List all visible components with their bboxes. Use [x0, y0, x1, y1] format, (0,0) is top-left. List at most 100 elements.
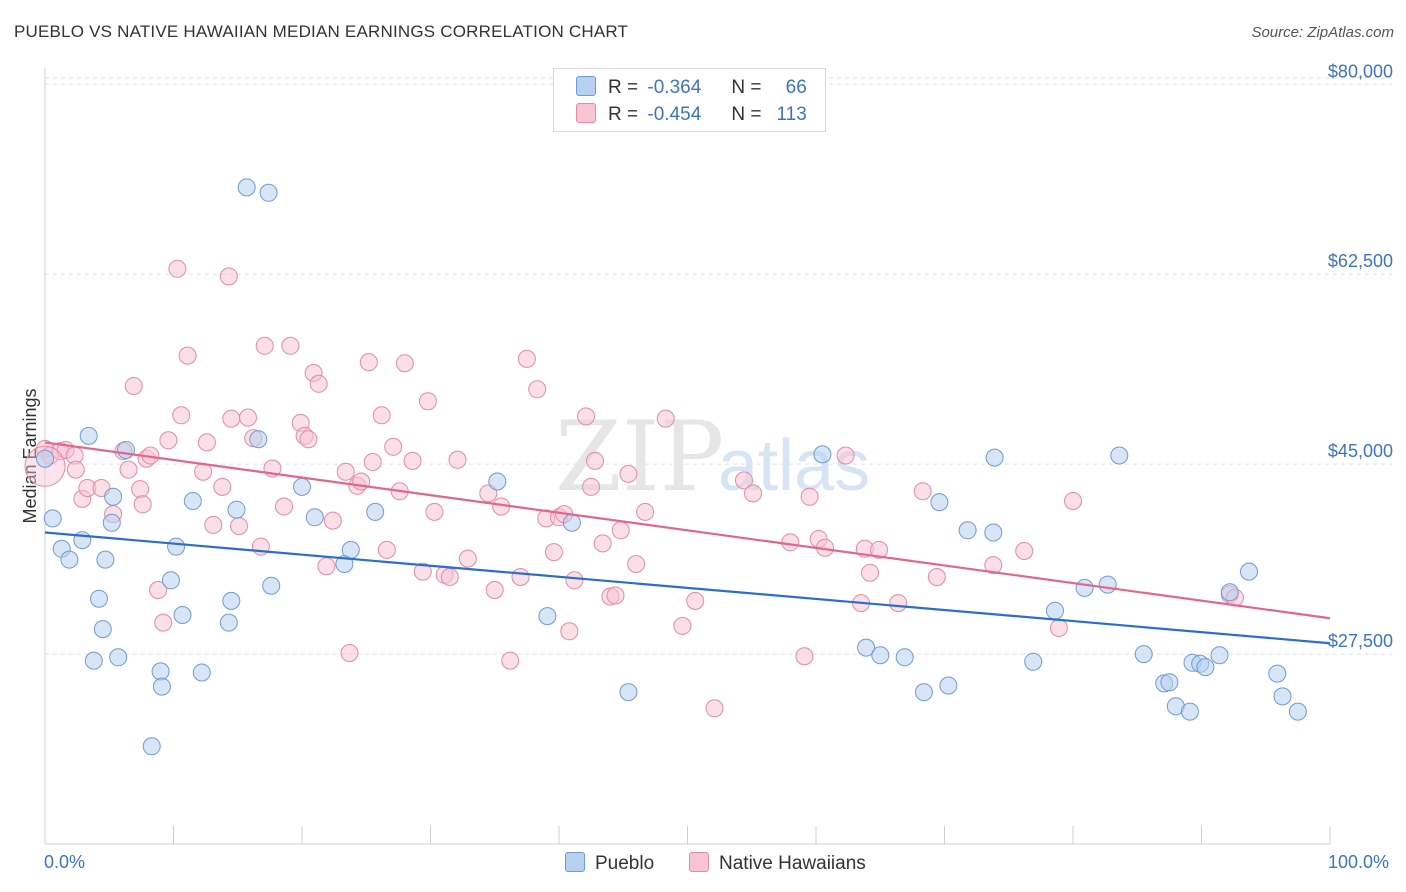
series-pueblo [36, 178, 1307, 756]
legend-n-value-hawaiian: 113 [776, 104, 807, 125]
data-point-pueblo [958, 521, 977, 540]
data-point-native-hawaiian [222, 409, 241, 428]
data-point-native-hawaiian [172, 406, 191, 425]
data-point-pueblo [305, 508, 324, 527]
data-point-pueblo [895, 648, 914, 667]
data-point-native-hawaiian [413, 562, 432, 581]
data-point-native-hawaiian [230, 517, 248, 535]
data-point-native-hawaiian [913, 482, 932, 501]
data-point-pueblo [813, 445, 832, 464]
series-native-hawaiians [24, 259, 1244, 718]
legend-row-hawaiian: R = -0.454 N = 113 [576, 103, 807, 125]
data-point-native-hawaiian [870, 540, 888, 559]
data-point-native-hawaiian [656, 409, 675, 428]
data-point-pueblo [871, 646, 890, 665]
data-point-native-hawaiian [836, 446, 855, 465]
y-tick-label: $27,500 [1328, 631, 1393, 651]
bottom-legend-swatch-pueblo [565, 852, 585, 872]
data-point-pueblo [1075, 578, 1094, 597]
data-point-native-hawaiian [586, 451, 604, 470]
data-point-pueblo [117, 441, 135, 459]
data-point-native-hawaiian [517, 349, 536, 368]
data-point-pueblo [79, 426, 98, 445]
trend-lines [44, 441, 1331, 645]
data-point-pueblo [1288, 702, 1307, 721]
trend-line-native-hawaiians [44, 441, 1331, 620]
data-point-native-hawaiian [372, 406, 391, 425]
data-point-pueblo [1180, 702, 1199, 721]
data-point-pueblo [1024, 652, 1043, 671]
data-point-pueblo [43, 509, 62, 528]
legend-swatch-pueblo [576, 76, 596, 96]
data-point-native-hawaiian [795, 647, 814, 666]
data-point-native-hawaiian [213, 477, 232, 496]
data-point-pueblo [1220, 583, 1239, 602]
data-point-pueblo [341, 540, 360, 559]
data-point-native-hawaiian [485, 581, 504, 599]
data-point-pueblo [219, 613, 238, 632]
bottom-legend-pueblo: Pueblo [565, 852, 654, 875]
data-point-pueblo [562, 513, 581, 532]
data-point-native-hawaiian [168, 259, 187, 278]
data-point-native-hawaiian [984, 556, 1003, 575]
data-point-native-hawaiian [363, 453, 382, 471]
data-point-native-hawaiian [593, 534, 612, 553]
x-tick-label-min: 0.0% [44, 852, 86, 872]
data-point-native-hawaiian [627, 555, 646, 573]
data-point-native-hawaiian [317, 557, 336, 576]
y-axis-title: Median Earnings [20, 388, 40, 523]
legend-r-value-pueblo: -0.364 [647, 77, 702, 98]
data-point-pueblo [192, 663, 211, 682]
data-point-native-hawaiian [336, 462, 355, 481]
bottom-legend-swatch-hawaiian [689, 852, 709, 872]
legend-swatch-hawaiian [576, 103, 596, 123]
data-point-native-hawaiian [611, 521, 630, 540]
data-point-native-hawaiian [425, 502, 444, 521]
data-point-pueblo [488, 472, 507, 491]
trend-line-pueblo [44, 531, 1331, 645]
data-point-pueblo [36, 449, 54, 468]
data-point-native-hawaiian [861, 563, 879, 582]
x-tick-label-max: 100.0% [1328, 852, 1390, 872]
data-point-native-hawaiian [544, 543, 563, 562]
data-point-pueblo [249, 430, 268, 449]
data-point-pueblo [1240, 562, 1258, 581]
data-point-pueblo [293, 477, 311, 496]
data-point-pueblo [930, 493, 949, 512]
watermark-atlas: atlas [718, 426, 870, 506]
data-point-native-hawaiian [606, 586, 625, 605]
data-point-native-hawaiian [511, 568, 530, 586]
data-point-native-hawaiian [275, 497, 293, 516]
legend-row-pueblo: R = -0.364 N = 66 [576, 76, 807, 98]
data-point-pueblo [60, 550, 79, 569]
data-point-native-hawaiian [239, 408, 257, 427]
data-point-native-hawaiian [309, 374, 328, 393]
y-tick-label: $45,000 [1328, 441, 1393, 461]
data-point-native-hawaiian [340, 644, 359, 662]
data-point-native-hawaiian [528, 380, 547, 399]
data-point-pueblo [161, 571, 180, 590]
data-point-pueblo [104, 487, 123, 506]
data-point-native-hawaiian [636, 502, 655, 521]
data-point-pueblo [151, 662, 170, 681]
data-point-pueblo [939, 676, 958, 695]
data-point-native-hawaiian [149, 581, 168, 599]
y-tick-labels: $27,500 $45,000 $62,500 $80,000 [1328, 61, 1393, 651]
correlation-legend: R = -0.364 N = 66 R = -0.454 N = 113 [553, 68, 826, 132]
data-point-pueblo [1098, 575, 1117, 594]
x-ticks [173, 826, 1331, 844]
data-point-native-hawaiian [66, 460, 85, 479]
data-point-pueblo [259, 183, 278, 202]
bottom-legend-hawaiian: Native Hawaiians [689, 852, 866, 875]
data-point-pueblo [183, 492, 202, 510]
data-point-native-hawaiian [781, 533, 800, 552]
data-point-pueblo [167, 537, 186, 556]
data-point-pueblo [96, 550, 115, 569]
bottom-legend-label-hawaiian: Native Hawaiians [719, 853, 866, 874]
data-point-pueblo [366, 502, 385, 521]
data-point-pueblo [1160, 673, 1179, 692]
data-point-native-hawaiian [735, 471, 753, 490]
source-label: Source: ZipAtlas.com [1251, 24, 1394, 41]
data-point-native-hawaiian [159, 431, 178, 450]
